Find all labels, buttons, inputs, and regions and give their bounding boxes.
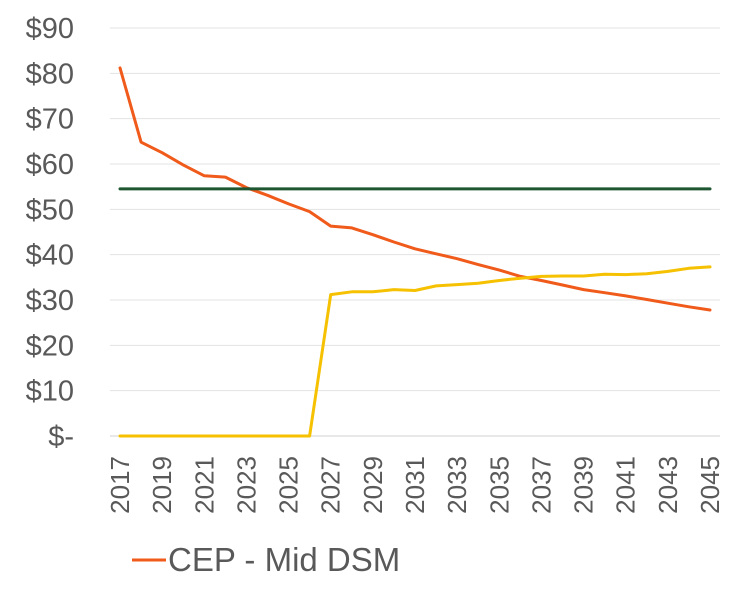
x-tick-label: 2017 <box>105 456 135 514</box>
x-tick-label: 2025 <box>274 456 304 514</box>
y-tick-label: $20 <box>26 330 74 362</box>
x-tick-label: 2043 <box>653 456 683 514</box>
y-tick-label: $90 <box>26 13 74 45</box>
x-tick-label: 2031 <box>400 456 430 514</box>
y-tick-label: $- <box>48 421 74 453</box>
series-line-1 <box>118 66 712 312</box>
legend: CEP - Mid DSM <box>132 541 400 578</box>
legend-label: CEP - Mid DSM <box>168 541 400 578</box>
y-tick-label: $30 <box>26 285 74 317</box>
x-tick-label: 2023 <box>231 456 261 514</box>
y-tick-label: $50 <box>26 194 74 226</box>
gridlines <box>110 27 720 437</box>
x-tick-label: 2037 <box>526 456 556 514</box>
series-line-3 <box>118 265 712 438</box>
x-tick-label: 2039 <box>569 456 599 514</box>
x-tick-label: 2035 <box>484 456 514 514</box>
x-tick-label: 2041 <box>611 456 641 514</box>
x-tick-label: 2021 <box>189 456 219 514</box>
y-tick-label: $60 <box>26 149 74 181</box>
x-tick-label: 2029 <box>358 456 388 514</box>
y-tick-label: $40 <box>26 240 74 272</box>
y-axis-tick-labels: $- $10 $20 $30 $40 $50 $60 $70 $80 $90 <box>26 13 74 453</box>
y-tick-label: $70 <box>26 104 74 136</box>
x-tick-label: 2019 <box>147 456 177 514</box>
y-tick-label: $10 <box>26 376 74 408</box>
x-tick-label: 2033 <box>442 456 472 514</box>
x-tick-label: 2027 <box>316 456 346 514</box>
series-lines <box>118 66 712 438</box>
x-tick-label: 2045 <box>695 456 725 514</box>
y-tick-label: $80 <box>26 58 74 90</box>
x-axis-tick-labels: 2017 2019 2021 2023 2025 2027 2029 2031 2033 2035… <box>105 456 725 514</box>
